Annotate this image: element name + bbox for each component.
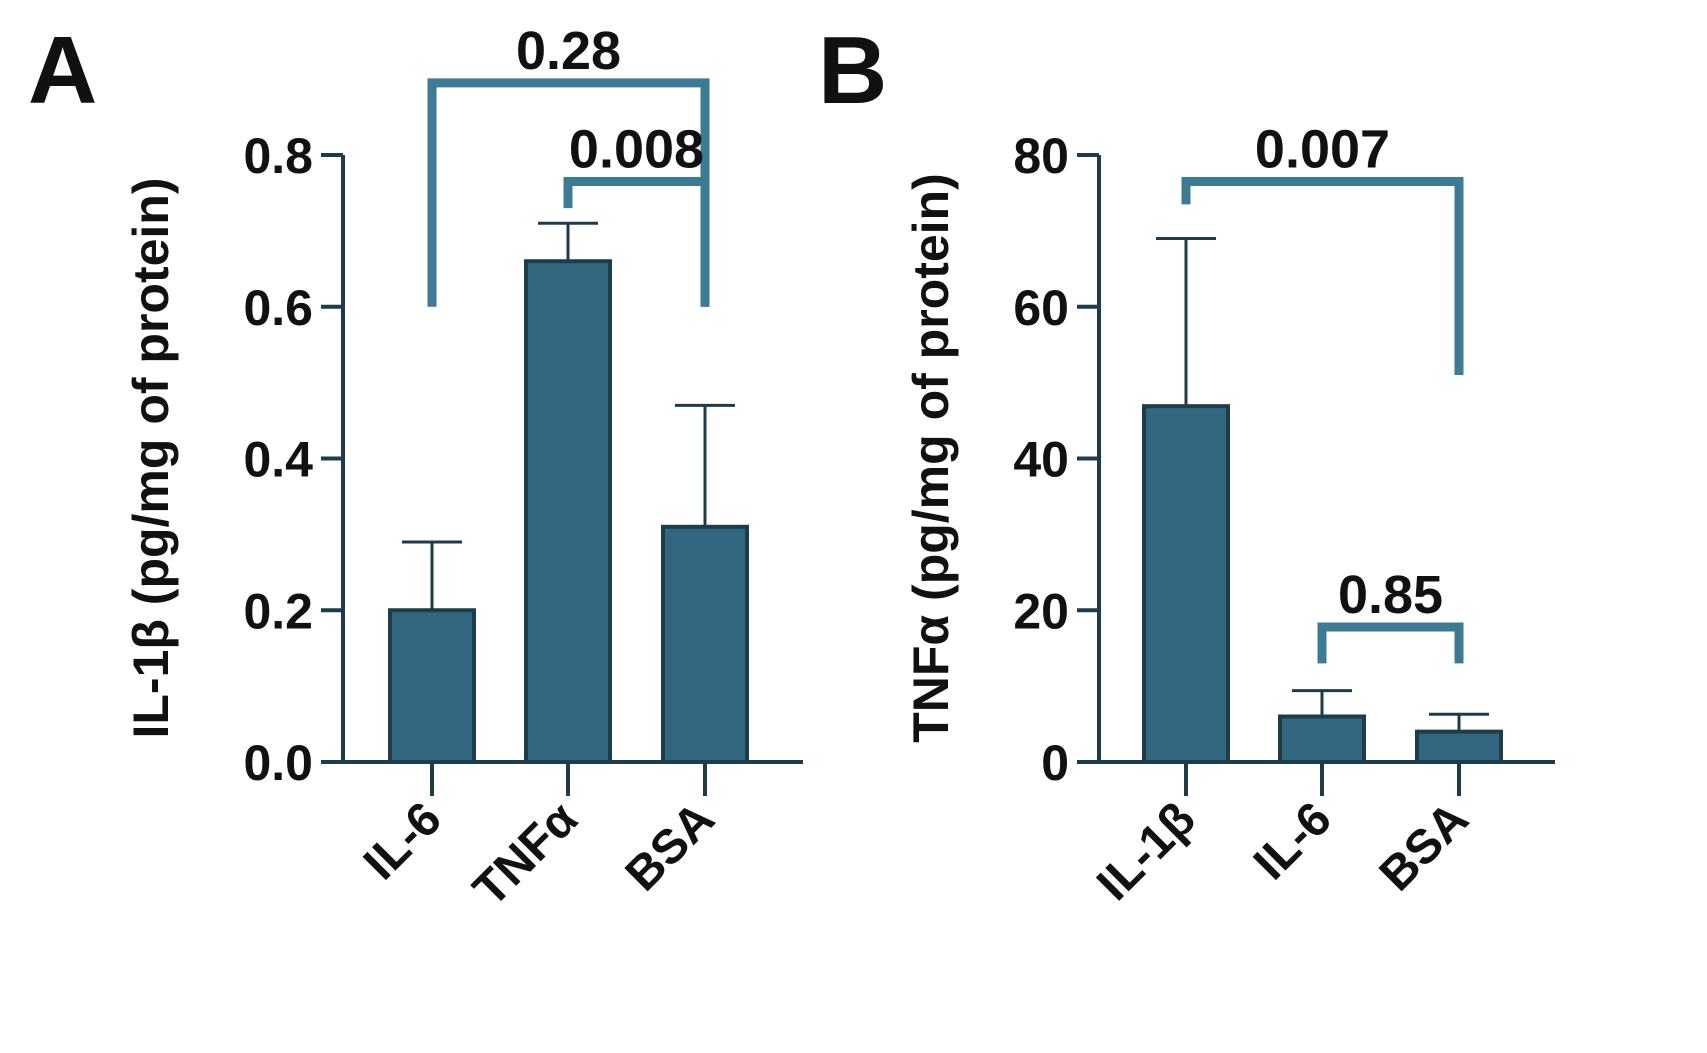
panel-a-chart: IL-1β (pg/mg of protein) 0.0 0.2 0.4 0.6 0.8 I… xyxy=(123,21,803,917)
pb-significance-bracket xyxy=(1181,177,1464,376)
pb-y-tick-label: 40 xyxy=(1013,432,1069,488)
panel-b-chart: TNFα (pg/mg of protein) 0 20 40 60 80 IL-1β IL-… xyxy=(903,120,1555,911)
pb-significance-bracket xyxy=(1317,622,1464,664)
pb-p-value-label: 0.85 xyxy=(1338,565,1443,625)
panel-letter-b: B xyxy=(818,17,887,124)
pa-p-value-label: 0.008 xyxy=(569,120,704,180)
panel-letter-a: A xyxy=(28,17,97,124)
pb-bar-BSA xyxy=(1415,729,1503,765)
pa-y-tick-label: 0.4 xyxy=(243,432,313,488)
pa-bar-TNFα xyxy=(524,259,612,764)
pa-category-label: BSA xyxy=(616,792,725,901)
pb-bar-IL-1β xyxy=(1142,404,1230,764)
pb-y-tick-label: 0 xyxy=(1041,735,1069,791)
pa-bar-BSA xyxy=(661,524,749,764)
pa-category-label: IL-6 xyxy=(354,792,452,890)
pb-category-label: IL-1β xyxy=(1087,792,1206,911)
pa-y-tick-label: 0.8 xyxy=(243,128,313,184)
pa-y-tick-label: 0.6 xyxy=(243,280,313,336)
pa-bar-IL-6 xyxy=(388,608,476,764)
pa-y-axis-label: IL-1β (pg/mg of protein) xyxy=(123,178,179,739)
pb-y-tick-label: 60 xyxy=(1013,280,1069,336)
pa-p-value-label: 0.28 xyxy=(516,21,621,81)
pb-y-axis-label: TNFα (pg/mg of protein) xyxy=(903,173,959,743)
pb-bar-IL-6 xyxy=(1278,714,1366,764)
pb-p-value-label: 0.007 xyxy=(1255,120,1390,180)
pb-category-label: BSA xyxy=(1370,792,1479,901)
pa-category-label: TNFα xyxy=(463,792,588,917)
pb-category-label: IL-6 xyxy=(1244,792,1342,890)
pb-y-tick-label: 20 xyxy=(1013,583,1069,639)
pa-y-tick-label: 0.0 xyxy=(243,735,313,791)
pa-y-tick-label: 0.2 xyxy=(243,583,313,639)
pb-y-tick-label: 80 xyxy=(1013,128,1069,184)
pa-significance-bracket xyxy=(563,177,710,307)
